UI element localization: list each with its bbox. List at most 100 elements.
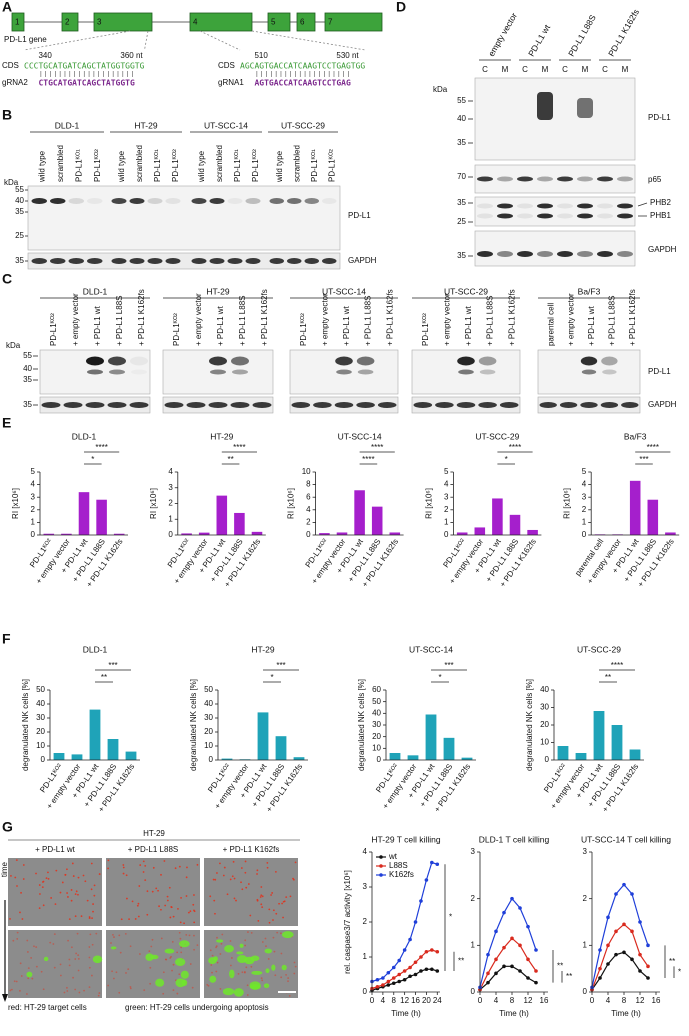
group-title: UT-SCC-14 [204, 120, 248, 130]
cell-dot [122, 866, 125, 869]
caption: red: HT-29 target cells [8, 1003, 87, 1012]
point [408, 974, 412, 979]
cell-dot [272, 936, 275, 939]
y-tick-label: 3 [582, 492, 587, 501]
lane-label: + PD-L1 wt [587, 305, 596, 346]
band [230, 402, 250, 408]
cell-dot [244, 944, 247, 947]
point [381, 983, 385, 987]
cell-dot [33, 945, 35, 948]
band [304, 258, 319, 264]
cell-dot [119, 951, 122, 954]
point [413, 972, 418, 977]
y-tick-label: 0 [209, 755, 214, 764]
group-title: DLD-1 [83, 286, 108, 296]
connector [144, 30, 149, 51]
group-title: PD-L1 wt [526, 22, 552, 58]
cell-dot [212, 878, 215, 881]
cell-dot [233, 897, 236, 900]
cell-dot [75, 952, 78, 955]
band [108, 356, 126, 366]
lane-label: + empty vector [321, 293, 330, 346]
cell-dot [39, 893, 41, 895]
y-tick-label: 3 [444, 492, 449, 501]
band [577, 251, 593, 257]
point [391, 981, 396, 986]
apoptotic-cell [145, 953, 154, 961]
band [86, 356, 104, 366]
y-tick-label: 1 [363, 952, 368, 961]
y-tick-label: 50 [372, 697, 381, 706]
marker-label: 40 [457, 114, 466, 123]
lane-label: PD-L1ᴷᴼ² [251, 149, 260, 182]
band [478, 356, 497, 366]
cell-dot [91, 917, 93, 920]
bar [647, 499, 659, 535]
position-start: 340 [38, 51, 52, 60]
band [87, 258, 103, 264]
apoptotic-cell [264, 948, 273, 954]
lane-label: C [482, 65, 488, 74]
cell-dot [267, 958, 270, 960]
apoptotic-cell [208, 957, 217, 964]
protein-label: PHB1 [650, 211, 671, 220]
position-end: 530 nt [336, 51, 359, 60]
cell-dot [59, 963, 62, 966]
point [397, 972, 402, 977]
band [209, 356, 227, 366]
point [614, 952, 618, 957]
chart-title: DLD-1 [83, 644, 108, 654]
cell-dot [188, 934, 191, 937]
cell-dot [260, 894, 263, 897]
cell-dot [260, 903, 263, 906]
bar [575, 753, 587, 760]
apoptotic-cell [216, 939, 224, 943]
y-tick-label: 3 [168, 483, 173, 492]
band [335, 356, 353, 366]
lane-label: wild type [197, 150, 206, 183]
series-line [479, 937, 537, 990]
cell-dot [214, 878, 217, 881]
lane-label: PD-L1ᴷᴼ² [171, 149, 180, 182]
x-tick-label: 0 [478, 996, 483, 1005]
band [597, 251, 613, 257]
cell-dot [77, 957, 80, 960]
exon-label: 3 [97, 18, 102, 27]
lane-label: PD-L1ᴷᴼ² [299, 313, 308, 346]
chart-title: DLD-1 [72, 431, 97, 441]
cell-dot [88, 946, 91, 948]
band [377, 402, 397, 408]
band [227, 258, 243, 264]
significance-label: **** [509, 443, 521, 452]
x-tick-label: 8 [622, 996, 627, 1005]
exon-label: 6 [300, 18, 305, 27]
cell-dot [90, 888, 93, 891]
chart-title: HT-29 T cell killing [371, 834, 440, 844]
y-tick-label: 40 [36, 699, 45, 708]
cell-dot [111, 970, 113, 973]
cell-dot [150, 945, 153, 948]
lane-label: + PD-L1 wt [216, 305, 225, 346]
apoptotic-cell [150, 954, 159, 960]
cell-dot [41, 881, 44, 883]
y-tick-label: 5 [31, 467, 36, 476]
series-line [591, 883, 649, 988]
point [386, 983, 391, 987]
cell-dot [249, 914, 252, 917]
column-label: + PD-L1 L88S [128, 845, 178, 854]
panel-letter: C [2, 271, 12, 287]
kda-label: kDa [433, 85, 448, 94]
lane-label: + PD-L1 L88S [364, 296, 373, 346]
band [107, 402, 127, 408]
bar [425, 714, 437, 760]
cell-dot [177, 907, 179, 910]
cell-dot [209, 895, 212, 898]
exon [267, 12, 291, 32]
band [210, 369, 226, 375]
point [622, 922, 626, 927]
cell-dot [71, 862, 74, 865]
cell-dot [49, 941, 52, 944]
band [477, 251, 493, 257]
cell-dot [274, 870, 277, 873]
band [435, 402, 454, 408]
